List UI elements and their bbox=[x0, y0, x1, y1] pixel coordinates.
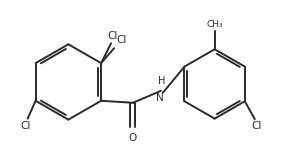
Text: CH₃: CH₃ bbox=[206, 20, 223, 29]
Text: Cl: Cl bbox=[108, 31, 118, 41]
Text: Cl: Cl bbox=[252, 121, 262, 131]
Text: O: O bbox=[129, 133, 137, 144]
Text: Cl: Cl bbox=[21, 121, 31, 131]
Text: H: H bbox=[158, 76, 166, 86]
Text: N: N bbox=[156, 93, 164, 103]
Text: Cl: Cl bbox=[116, 35, 126, 45]
